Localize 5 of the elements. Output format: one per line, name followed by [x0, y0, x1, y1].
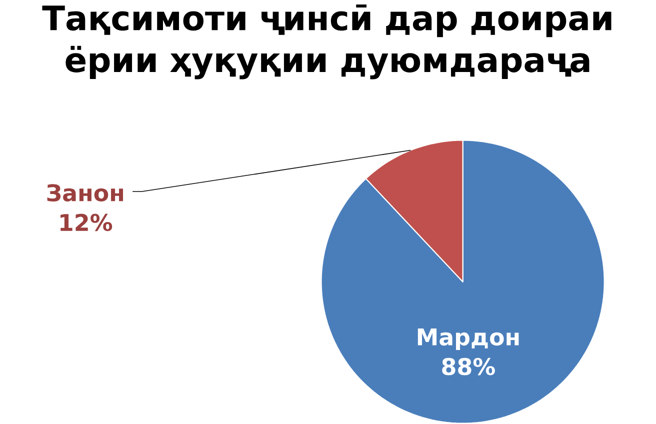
slice-label: Мардон: [418, 328, 519, 350]
data-label: 12%: [60, 214, 112, 232]
slice-label: Занон: [47, 184, 124, 202]
chart-title: Тақсимоти ҷинсӣ дар доираи ёрии ҳуқуқии дуюмдараҷа: [42, 4, 612, 80]
data-label: 88%: [442, 358, 495, 376]
